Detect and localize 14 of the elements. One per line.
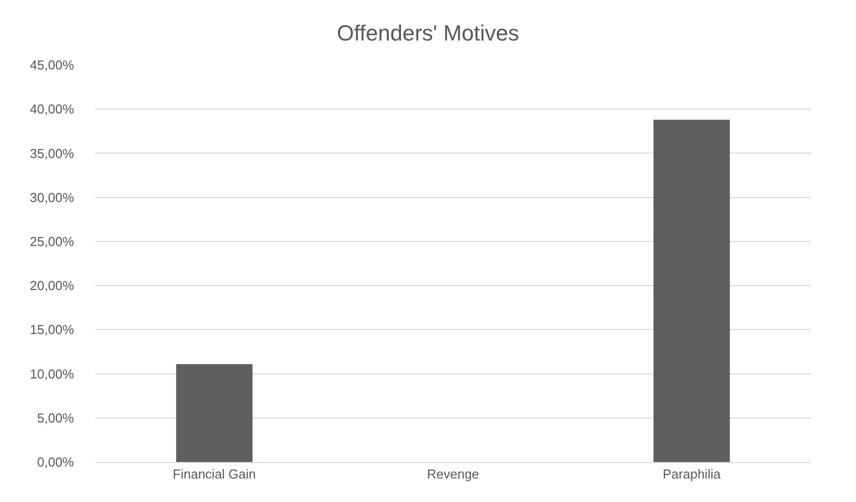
x-tick-label: Paraphilia (662, 466, 722, 482)
chart-title: Offenders' Motives (336, 20, 520, 46)
y-tick-label: 20,00% (30, 278, 74, 294)
y-tick-label: 30,00% (30, 190, 74, 205)
y-tick-label: 0,00% (37, 454, 74, 470)
x-tick-label: Revenge (426, 466, 480, 482)
x-tick-label: Financial Gain (172, 466, 256, 482)
y-tick-label: 10,00% (30, 366, 74, 382)
y-tick-label: 5,00% (37, 410, 74, 426)
y-tick-label: 25,00% (30, 234, 74, 249)
y-tick-label: 40,00% (30, 102, 74, 117)
y-tick-label: 35,00% (30, 146, 74, 161)
y-tick-label: 15,00% (30, 322, 74, 338)
y-tick-label: 45,00% (30, 58, 74, 73)
